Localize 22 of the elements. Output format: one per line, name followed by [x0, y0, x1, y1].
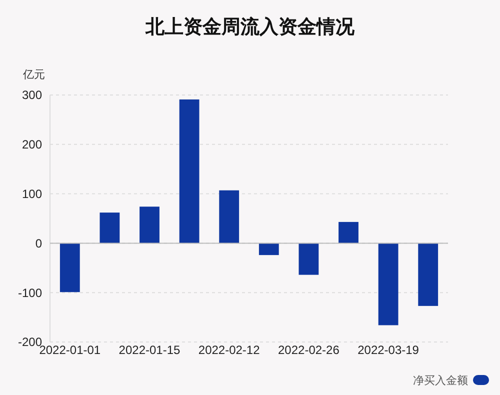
x-tick-label: 2022-03-19 — [358, 343, 420, 357]
y-tick-label: 0 — [35, 236, 42, 250]
bar — [338, 222, 358, 244]
bar — [219, 190, 240, 244]
bar — [418, 243, 438, 306]
y-tick-label: 300 — [22, 88, 42, 102]
bar — [179, 99, 200, 244]
x-tick-label: 2022-01-15 — [118, 343, 181, 357]
y-tick-label: -100 — [18, 286, 42, 300]
x-tick-label: 2022-02-12 — [198, 343, 260, 357]
chart-title: 北上资金周流入资金情况 — [144, 16, 356, 38]
y-tick-label: 200 — [22, 138, 42, 152]
y-axis-title: 亿元 — [22, 69, 45, 81]
bar — [378, 243, 398, 326]
bar — [60, 243, 80, 292]
bar — [258, 243, 279, 256]
y-tick-label: 100 — [22, 187, 42, 201]
bar — [140, 206, 160, 244]
legend-label: 净买入金额 — [413, 374, 468, 387]
x-tick-label: 2022-02-26 — [278, 343, 340, 357]
bar — [298, 243, 319, 275]
bar — [100, 212, 120, 244]
